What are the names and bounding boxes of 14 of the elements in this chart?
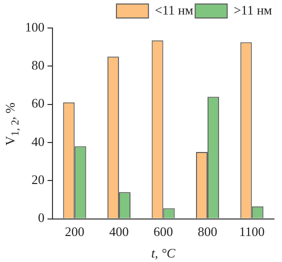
- x-tick-label: 800: [198, 224, 218, 240]
- legend-label: <11 нм: [154, 2, 194, 18]
- x-tick-label: 1100: [239, 224, 265, 240]
- legend-label: >11 нм: [234, 2, 272, 18]
- x-tick-label: 400: [109, 224, 129, 240]
- y-tick-label: 100: [25, 19, 44, 34]
- x-tick-label: 600: [154, 224, 173, 240]
- y-tick-label: 20: [32, 172, 44, 188]
- y-tick-label: 40: [32, 134, 44, 149]
- y-tick-label: 80: [32, 58, 44, 73]
- x-tick-label: 200: [64, 224, 84, 240]
- y-tick-label: 60: [32, 96, 44, 111]
- y-tick-label: 0: [38, 210, 44, 226]
- x-axis-title: t, °C: [151, 246, 176, 261]
